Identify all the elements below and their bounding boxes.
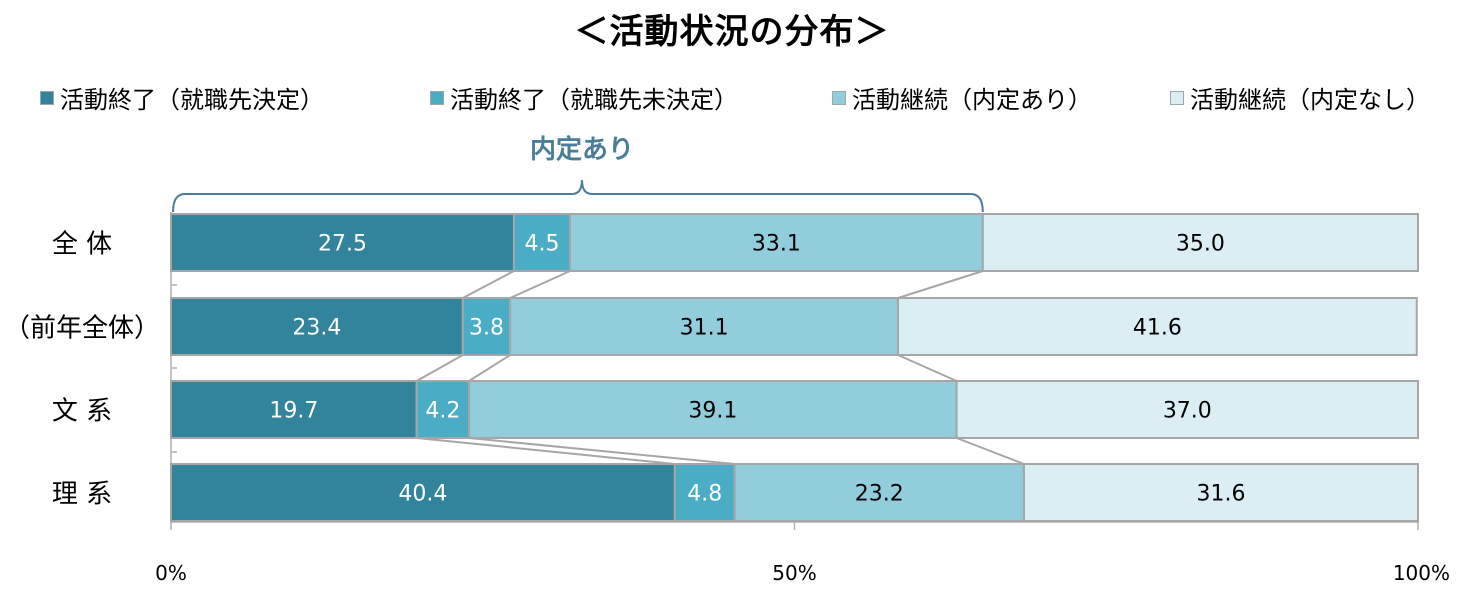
data-label: 39.1: [688, 399, 737, 424]
connector-line: [468, 354, 511, 382]
bar-segment: [512, 213, 572, 272]
category-label: （前年全体）: [4, 314, 160, 344]
data-label: 27.5: [318, 232, 367, 257]
legend-label: 活動終了（就職先決定）: [60, 86, 324, 114]
x-tick-label: 50%: [772, 561, 816, 585]
data-label: 19.7: [269, 399, 318, 424]
data-label: 4.5: [524, 232, 559, 257]
bar-segment: [461, 297, 512, 356]
legend-label: 活動継続（内定なし）: [1190, 86, 1430, 114]
bar-segment: [569, 213, 984, 272]
category-label: 文 系: [52, 397, 112, 427]
data-label: 35.0: [1176, 232, 1225, 257]
legend-item: 活動継続（内定なし）: [1170, 80, 1430, 115]
data-label: 4.2: [425, 399, 460, 424]
legend-label: 活動継続（内定あり）: [852, 86, 1092, 114]
connector-line: [416, 437, 675, 465]
legend-swatch: [1170, 90, 1184, 105]
bar-segment: [981, 213, 1419, 272]
x-tick-label: 100%: [1393, 561, 1450, 585]
bar-segment: [1022, 463, 1419, 522]
bar-segment: [170, 213, 515, 272]
chart-title: ＜活動状況の分布＞: [574, 12, 890, 52]
data-label: 23.2: [855, 482, 904, 507]
connector-line: [956, 437, 1025, 465]
x-tick-label: 0%: [155, 561, 187, 585]
data-label: 31.6: [1196, 482, 1245, 507]
connector-line: [897, 354, 958, 382]
bar-segment: [955, 380, 1419, 439]
legend-swatch: [832, 90, 846, 105]
connector-line: [897, 270, 984, 299]
legend-swatch: [430, 90, 444, 105]
connector-line: [462, 270, 515, 299]
legend-item: 活動継続（内定あり）: [832, 80, 1092, 115]
data-label: 33.1: [752, 232, 801, 257]
bar-segment: [468, 380, 958, 439]
data-label: 37.0: [1163, 399, 1212, 424]
bar-segment: [509, 297, 900, 356]
data-label: 40.4: [398, 482, 447, 507]
data-label: 23.4: [292, 316, 341, 341]
legend-item: 活動終了（就職先未決定）: [430, 80, 738, 115]
bracket-line: [172, 179, 984, 213]
data-label: 3.8: [469, 316, 504, 341]
connector-line: [468, 437, 735, 465]
category-label: 理 系: [52, 480, 112, 510]
legend-swatch: [40, 90, 54, 105]
category-label: 全 体: [52, 230, 112, 260]
connector-line: [416, 354, 464, 382]
data-label: 4.8: [687, 482, 722, 507]
connector-line: [509, 270, 571, 299]
legend-item: 活動終了（就職先決定）: [40, 80, 324, 115]
bracket-label: 内定あり: [530, 134, 634, 165]
bar-segment: [897, 297, 1418, 356]
bar-segment: [733, 463, 1025, 522]
data-label: 31.1: [680, 316, 729, 341]
bar-segment: [170, 297, 464, 356]
legend-label: 活動終了（就職先未決定）: [450, 86, 738, 114]
data-label: 41.6: [1133, 316, 1182, 341]
legend: 活動終了（就職先決定） 活動終了（就職先未決定） 活動継続（内定あり） 活動継続（内定…: [40, 80, 1440, 114]
